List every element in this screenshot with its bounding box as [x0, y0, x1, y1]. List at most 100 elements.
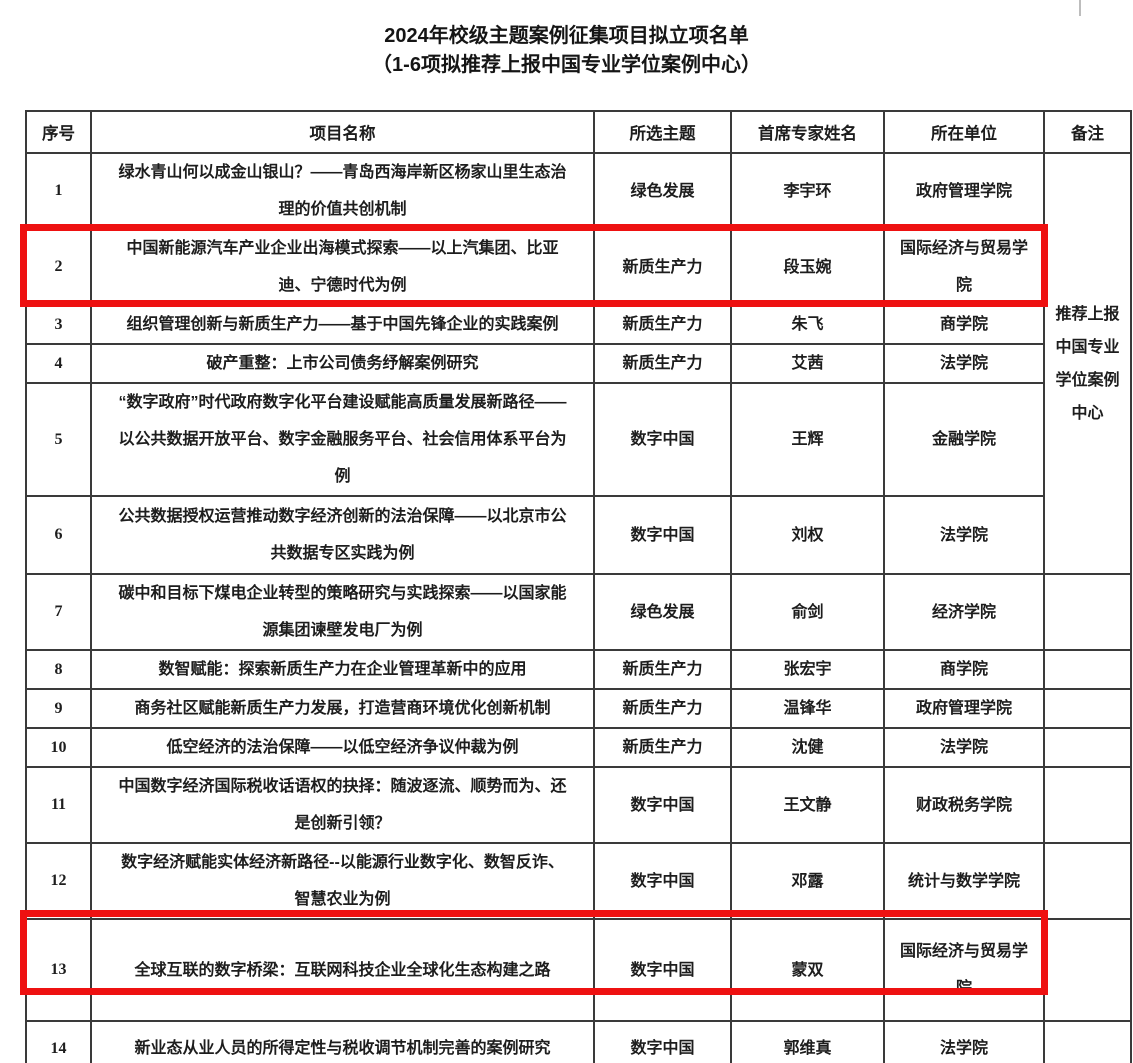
cell-remark [1043, 688, 1132, 729]
cell-expert-name: 张宏宇 [730, 649, 885, 690]
table-row: 2 中国新能源汽车产业企业出海模式探索——以上汽集团、比亚迪、宁德时代为例 新质… [25, 228, 1131, 306]
cell-remark [1043, 918, 1132, 1022]
table-row: 6 公共数据授权运营推动数字经济创新的法治保障——以北京市公共数据专区实践为例 … [25, 495, 1131, 575]
cell-no: 4 [25, 343, 92, 384]
cell-unit: 政府管理学院 [883, 152, 1045, 230]
cell-unit: 商学院 [883, 304, 1045, 345]
cell-expert-name: 沈健 [730, 727, 885, 768]
table-row: 12 数字经济赋能实体经济新路径--以能源行业数字化、数智反诈、智慧农业为例 数… [25, 842, 1132, 920]
cell-expert-name: 俞剑 [730, 573, 885, 651]
table-row: 13 全球互联的数字桥梁：互联网科技企业全球化生态构建之路 数字中国 蒙双 国际… [25, 918, 1132, 1022]
cell-project-name: 组织管理创新与新质生产力——基于中国先锋企业的实践案例 [90, 304, 595, 345]
table-row: 8 数智赋能：探索新质生产力在企业管理革新中的应用 新质生产力 张宏宇 商学院 [25, 649, 1132, 690]
cell-unit: 统计与数学学院 [883, 842, 1045, 920]
cell-unit: 经济学院 [883, 573, 1045, 651]
cell-unit: 法学院 [883, 727, 1045, 768]
cell-no: 10 [25, 727, 92, 768]
cell-project-name: 数智赋能：探索新质生产力在企业管理革新中的应用 [90, 649, 595, 690]
cell-no: 7 [25, 573, 92, 651]
cell-project-name: 中国数字经济国际税收话语权的抉择：随波逐流、顺势而为、还是创新引领？ [90, 766, 595, 844]
cell-project-name: 中国新能源汽车产业企业出海模式探索——以上汽集团、比亚迪、宁德时代为例 [90, 228, 595, 306]
cell-expert-name: 朱飞 [730, 304, 885, 345]
cell-project-name: 绿水青山何以成金山银山？——青岛西海岸新区杨家山里生态治理的价值共创机制 [90, 152, 595, 230]
cell-remark-merged: 推荐上报中国专业学位案例中心 [1043, 152, 1132, 575]
cell-remark [1043, 842, 1132, 920]
header-expert-name: 首席专家姓名 [730, 110, 885, 154]
cell-expert-name: 艾茜 [730, 343, 885, 384]
cell-project-name: 新业态从业人员的所得定性与税收调节机制完善的案例研究 [90, 1020, 595, 1063]
cell-project-name: 低空经济的法治保障——以低空经济争议仲裁为例 [90, 727, 595, 768]
cell-no: 11 [25, 766, 92, 844]
cell-project-name: 破产重整：上市公司债务纾解案例研究 [90, 343, 595, 384]
cell-theme: 数字中国 [593, 766, 732, 844]
cell-unit: 政府管理学院 [883, 688, 1045, 729]
cell-no: 5 [25, 382, 92, 497]
cell-unit: 法学院 [883, 343, 1045, 384]
cell-expert-name: 李宇环 [730, 152, 885, 230]
projects-table: 序号 项目名称 所选主题 首席专家姓名 所在单位 备注 1 绿水青山何以成金山银… [25, 110, 1132, 1063]
cell-expert-name: 温锋华 [730, 688, 885, 729]
cell-project-name: 商务社区赋能新质生产力发展，打造营商环境优化创新机制 [90, 688, 595, 729]
cell-remark [1043, 727, 1132, 768]
vertical-line-artifact [1079, 0, 1081, 16]
cell-expert-name: 郭维真 [730, 1020, 885, 1063]
cell-expert-name: 蒙双 [730, 918, 885, 1022]
cell-project-name: 全球互联的数字桥梁：互联网科技企业全球化生态构建之路 [90, 918, 595, 1022]
cell-theme: 数字中国 [593, 842, 732, 920]
header-theme: 所选主题 [593, 110, 732, 154]
cell-remark [1043, 1020, 1132, 1063]
cell-no: 2 [25, 228, 92, 306]
cell-theme: 绿色发展 [593, 573, 732, 651]
cell-remark [1043, 649, 1132, 690]
table-row: 7 碳中和目标下煤电企业转型的策略研究与实践探索——以国家能源集团谏壁发电厂为例… [25, 573, 1132, 651]
cell-unit: 商学院 [883, 649, 1045, 690]
cell-no: 1 [25, 152, 92, 230]
cell-no: 13 [25, 918, 92, 1022]
cell-theme: 数字中国 [593, 382, 732, 497]
cell-unit: 法学院 [883, 495, 1045, 575]
cell-no: 14 [25, 1020, 92, 1063]
cell-unit: 法学院 [883, 1020, 1045, 1063]
cell-expert-name: 王文静 [730, 766, 885, 844]
document-title-line2: （1-6项拟推荐上报中国专业学位案例中心） [372, 54, 761, 76]
cell-project-name: “数字政府”时代政府数字化平台建设赋能高质量发展新路径——以公共数据开放平台、数… [90, 382, 595, 497]
header-no: 序号 [25, 110, 92, 154]
cell-no: 12 [25, 842, 92, 920]
cell-theme: 绿色发展 [593, 152, 732, 230]
cell-expert-name: 段玉婉 [730, 228, 885, 306]
document-title-line1: 2024年校级主题案例征集项目拟立项名单 [384, 25, 749, 47]
cell-unit: 金融学院 [883, 382, 1045, 497]
table-row: 11 中国数字经济国际税收话语权的抉择：随波逐流、顺势而为、还是创新引领？ 数字… [25, 766, 1132, 844]
cell-unit: 财政税务学院 [883, 766, 1045, 844]
cell-project-name: 公共数据授权运营推动数字经济创新的法治保障——以北京市公共数据专区实践为例 [90, 495, 595, 575]
table-row: 9 商务社区赋能新质生产力发展，打造营商环境优化创新机制 新质生产力 温锋华 政… [25, 688, 1132, 729]
cell-unit: 国际经济与贸易学院 [883, 918, 1045, 1022]
table-row: 14 新业态从业人员的所得定性与税收调节机制完善的案例研究 数字中国 郭维真 法… [25, 1020, 1132, 1063]
cell-unit: 国际经济与贸易学院 [883, 228, 1045, 306]
table-row: 3 组织管理创新与新质生产力——基于中国先锋企业的实践案例 新质生产力 朱飞 商… [25, 304, 1131, 345]
document-title: 2024年校级主题案例征集项目拟立项名单 （1-6项拟推荐上报中国专业学位案例中… [0, 22, 1133, 80]
table-row: 4 破产重整：上市公司债务纾解案例研究 新质生产力 艾茜 法学院 [25, 343, 1131, 384]
cell-project-name: 数字经济赋能实体经济新路径--以能源行业数字化、数智反诈、智慧农业为例 [90, 842, 595, 920]
cell-theme: 新质生产力 [593, 304, 732, 345]
table-row: 5 “数字政府”时代政府数字化平台建设赋能高质量发展新路径——以公共数据开放平台… [25, 382, 1131, 497]
cell-remark [1043, 766, 1132, 844]
table-row: 1 绿水青山何以成金山银山？——青岛西海岸新区杨家山里生态治理的价值共创机制 绿… [25, 152, 1132, 575]
cell-theme: 数字中国 [593, 1020, 732, 1063]
cell-expert-name: 王辉 [730, 382, 885, 497]
cell-theme: 数字中国 [593, 495, 732, 575]
table-header-row: 序号 项目名称 所选主题 首席专家姓名 所在单位 备注 [25, 110, 1132, 154]
table-row: 10 低空经济的法治保障——以低空经济争议仲裁为例 新质生产力 沈健 法学院 [25, 727, 1132, 768]
cell-no: 3 [25, 304, 92, 345]
cell-theme: 新质生产力 [593, 343, 732, 384]
cell-no: 9 [25, 688, 92, 729]
cell-theme: 新质生产力 [593, 228, 732, 306]
cell-remark [1043, 573, 1132, 651]
cell-expert-name: 刘权 [730, 495, 885, 575]
cell-theme: 新质生产力 [593, 649, 732, 690]
cell-theme: 数字中国 [593, 918, 732, 1022]
cell-expert-name: 邓露 [730, 842, 885, 920]
header-unit: 所在单位 [883, 110, 1045, 154]
cell-theme: 新质生产力 [593, 727, 732, 768]
